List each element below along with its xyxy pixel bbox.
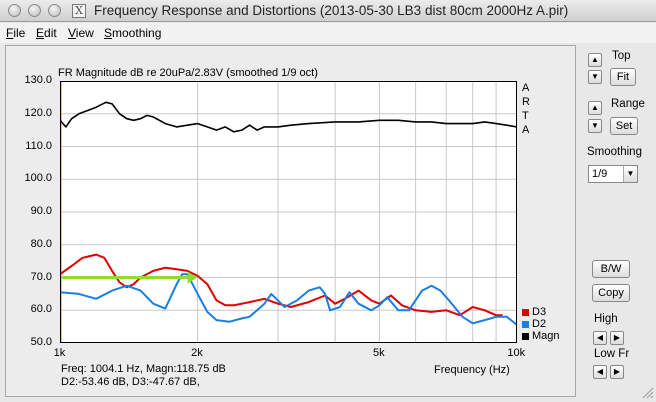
cursor-readout-line1: Freq: 1004.1 Hz, Magn:118.75 dB (61, 363, 226, 375)
top-label: Top (612, 50, 631, 62)
window-title: Frequency Response and Distortions (2013… (94, 3, 569, 18)
arta-letter-a1: A (522, 82, 530, 94)
resize-grip-icon[interactable] (640, 385, 654, 399)
annotation-arrow-head (187, 271, 198, 284)
copy-button[interactable]: Copy (592, 284, 630, 302)
x-axis-title: Frequency (Hz) (434, 364, 510, 376)
minimize-window-button[interactable] (28, 4, 41, 17)
high-right-arrow-icon[interactable]: ▶ (610, 331, 624, 345)
legend-d3-label: D3 (532, 306, 547, 318)
range-label: Range (611, 98, 645, 110)
arta-letter-r: R (522, 96, 530, 108)
series-line-d2 (60, 273, 517, 326)
menu-view[interactable]: View (68, 26, 94, 40)
range-down-arrow-icon[interactable]: ▼ (588, 119, 602, 133)
plot-header: FR Magnitude dB re 20uPa/2.83V (smoothed… (58, 67, 318, 79)
menu-edit[interactable]: Edit (36, 26, 57, 40)
smoothing-select[interactable]: 1/9 ▼ (588, 165, 638, 183)
menu-smoothing-key: S (104, 26, 113, 40)
x-tick-label: 2k (191, 347, 203, 359)
title-bar: X Frequency Response and Distortions (20… (0, 0, 656, 22)
x-tick-label: 5k (373, 347, 385, 359)
arta-letter-t: T (522, 110, 529, 122)
top-up-arrow-icon[interactable]: ▲ (588, 53, 602, 67)
legend-d3: D3 (522, 306, 546, 318)
frequency-response-chart[interactable] (60, 81, 517, 343)
menu-smoothing[interactable]: Smoothing (104, 26, 161, 40)
menu-file-key: F (6, 26, 14, 40)
menu-file[interactable]: File (6, 26, 25, 40)
y-tick-label: 120.0 (24, 106, 52, 119)
menu-edit-rest: dit (44, 26, 57, 40)
legend-d3-swatch (522, 308, 529, 316)
smoothing-value: 1/9 (592, 168, 608, 180)
legend-magn: Magn (522, 330, 560, 342)
low-right-arrow-icon[interactable]: ▶ (610, 365, 624, 379)
bw-button[interactable]: B/W (592, 260, 630, 278)
menu-view-key: V (68, 26, 76, 40)
y-tick-label: 130.0 (24, 74, 52, 86)
legend-d2-swatch (522, 320, 529, 328)
high-label: High (594, 313, 618, 325)
menu-smoothing-rest: moothing (112, 26, 162, 40)
range-up-arrow-icon[interactable]: ▲ (588, 101, 602, 115)
menu-file-rest: ile (13, 26, 26, 40)
legend-d2-label: D2 (532, 318, 547, 330)
smoothing-label: Smoothing (587, 146, 642, 158)
legend-d2: D2 (522, 318, 546, 330)
top-down-arrow-icon[interactable]: ▼ (588, 70, 602, 84)
arta-letter-a2: A (522, 124, 530, 136)
set-button[interactable]: Set (610, 117, 638, 135)
y-tick-label: 100.0 (24, 172, 52, 185)
series-line-d3 (60, 253, 503, 317)
y-tick-label: 110.0 (25, 139, 52, 152)
menu-bar: File Edit View Smoothing (0, 23, 656, 43)
y-tick-label: 50.0 (30, 336, 52, 348)
y-tick-label: 60.0 (30, 303, 52, 316)
x-tick-label: 10k (507, 347, 526, 359)
menu-view-rest: iew (75, 26, 94, 40)
fit-button[interactable]: Fit (610, 68, 636, 86)
legend-magn-swatch (522, 332, 529, 340)
menu-edit-key: E (36, 26, 45, 40)
zoom-window-button[interactable] (48, 4, 61, 17)
low-left-arrow-icon[interactable]: ◀ (593, 365, 607, 379)
legend-magn-label: Magn (532, 330, 560, 342)
high-left-arrow-icon[interactable]: ◀ (593, 331, 607, 345)
y-tick-label: 90.0 (30, 205, 52, 217)
app-icon: X (72, 4, 86, 18)
close-window-button[interactable] (8, 4, 21, 17)
chevron-down-icon: ▼ (623, 166, 637, 182)
plot-border (60, 81, 517, 343)
series-line-magn (60, 101, 517, 133)
x-tick-label: 1k (53, 347, 66, 359)
y-tick-label: 80.0 (30, 237, 52, 250)
low-fr-label: Low Fr (594, 348, 630, 360)
cursor-readout-line2: D2:-53.46 dB, D3:-47.67 dB, (61, 376, 200, 388)
y-tick-label: 70.0 (30, 270, 52, 283)
